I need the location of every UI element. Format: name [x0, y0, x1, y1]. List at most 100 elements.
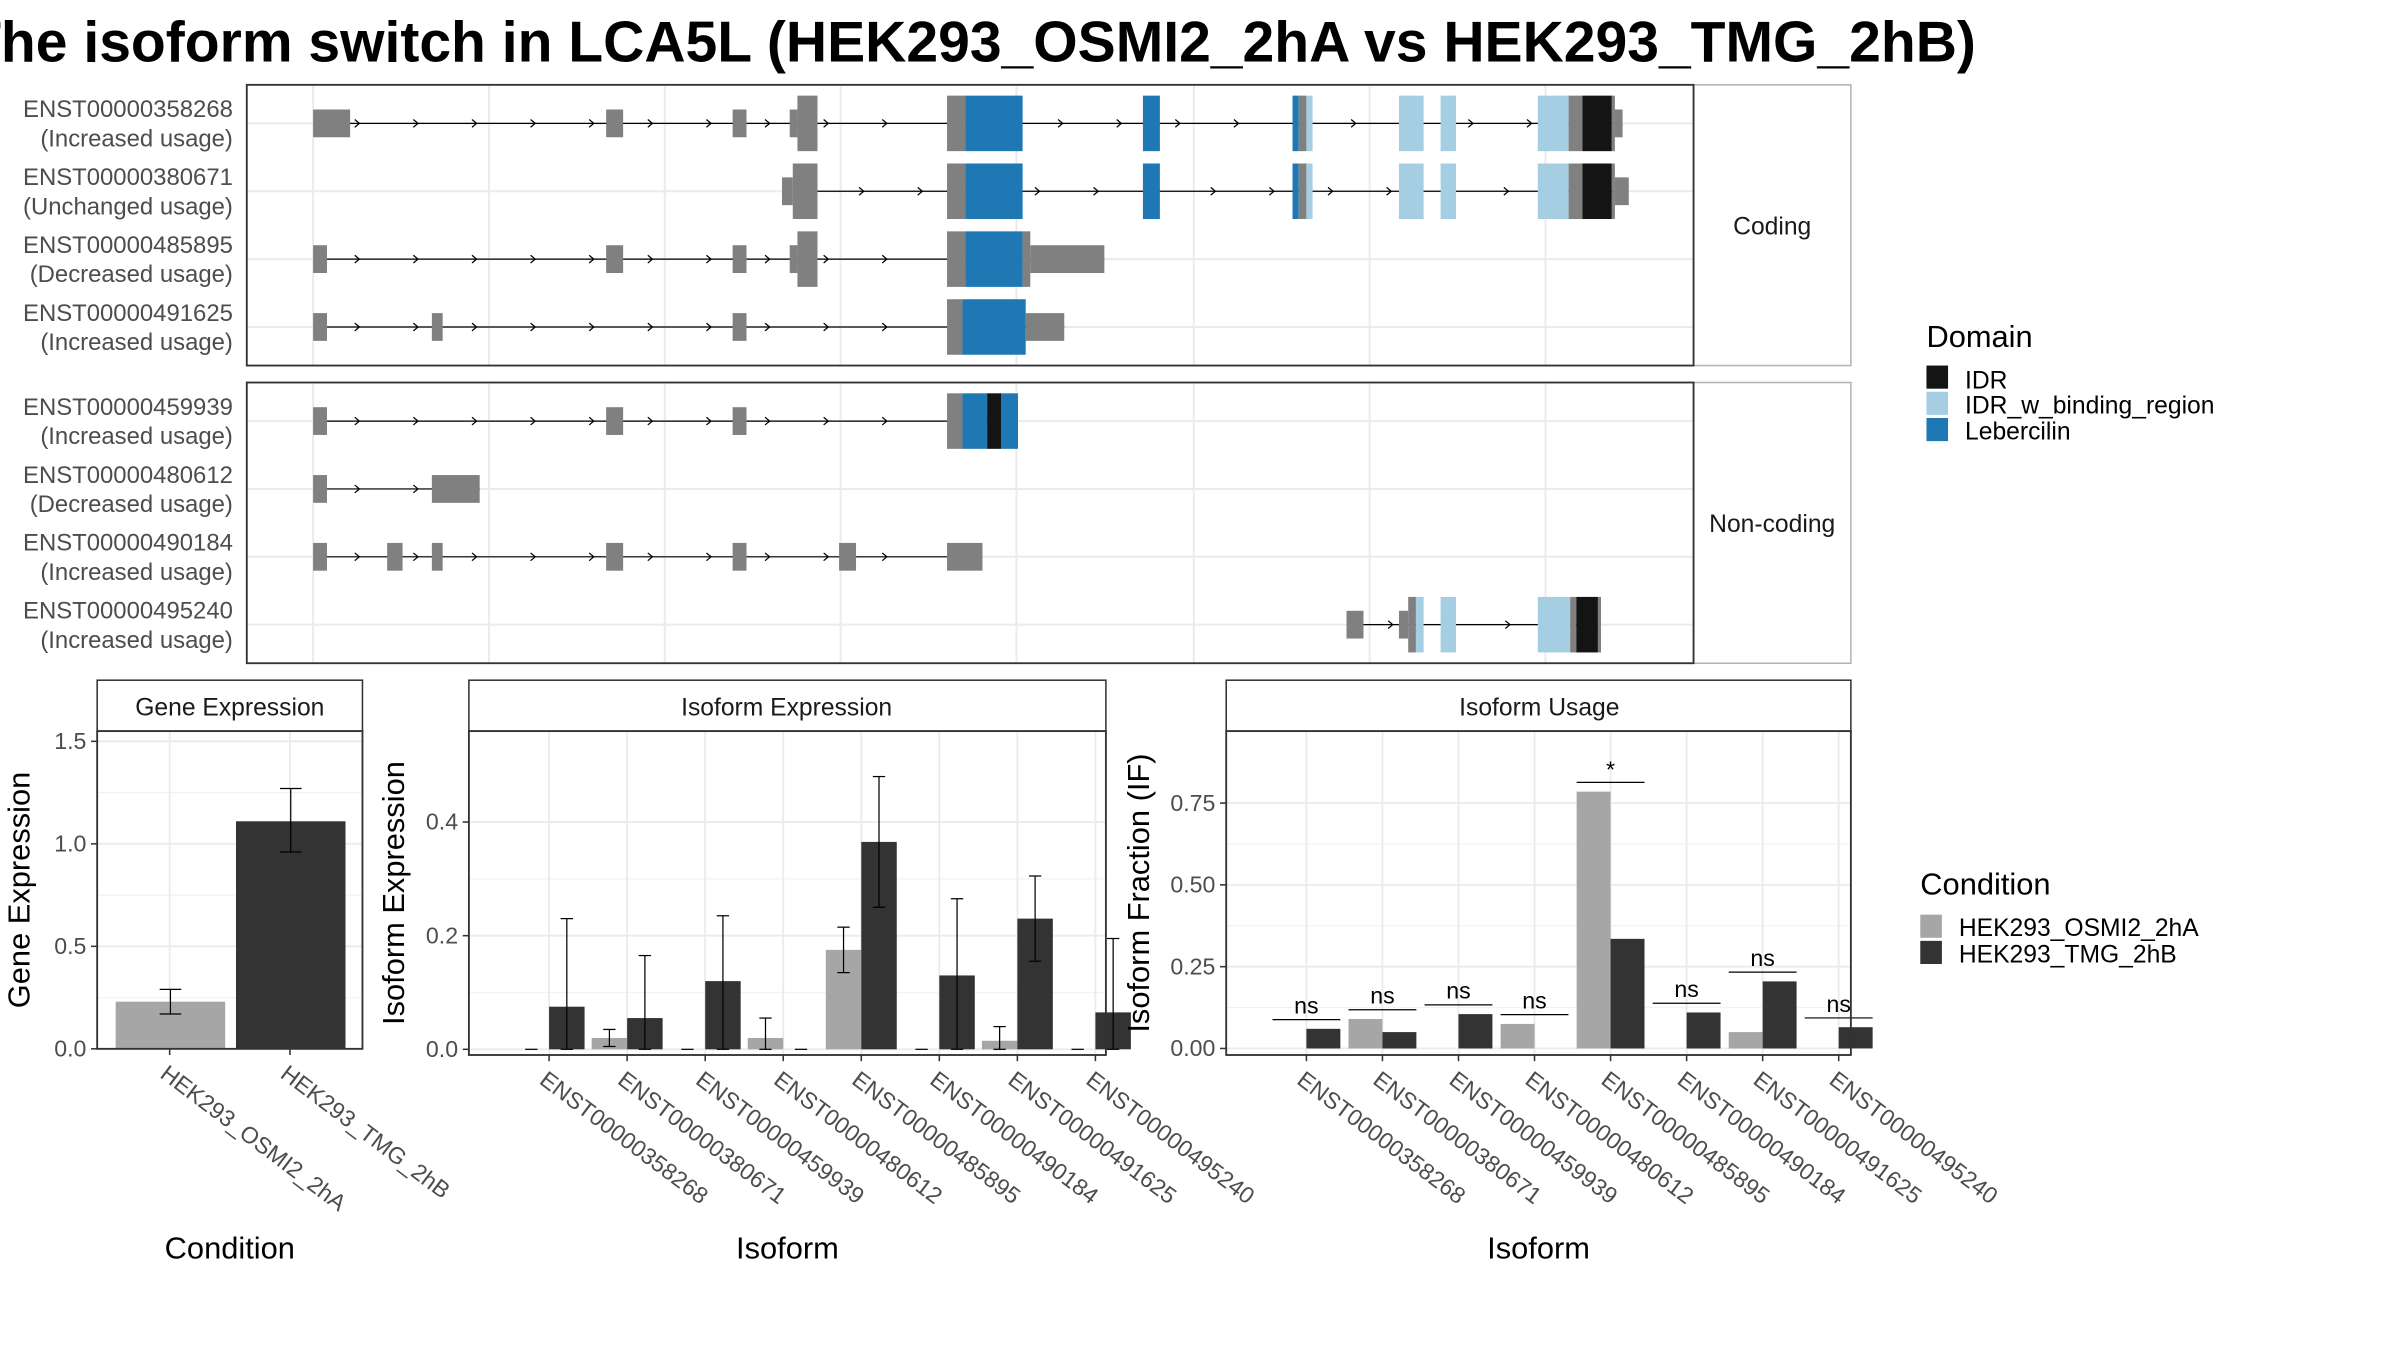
- domain-block-lebercilin: [965, 231, 1023, 287]
- legend-label-lebercilin: Lebercilin: [1965, 419, 2071, 446]
- intron-arrow: [471, 254, 478, 264]
- significance-label: *: [1606, 757, 1615, 783]
- exon-block: [1022, 231, 1031, 287]
- transcript-id-label: ENST00000490184: [23, 530, 233, 557]
- y-tick-label: 0.00: [1170, 1035, 1215, 1061]
- domain-block-idr: [1576, 596, 1598, 653]
- exon-block: [1570, 596, 1577, 653]
- domain-legend: Domain IDR IDR_w_binding_region Lebercil…: [1926, 319, 2214, 446]
- intron-arrow: [1350, 119, 1357, 128]
- intron-arrow: [823, 119, 830, 128]
- intron-arrow: [412, 552, 419, 562]
- strip-coding: [1692, 84, 1852, 367]
- y-tick-label: 0.4: [426, 809, 458, 835]
- x-axis-title: Isoform: [736, 1231, 839, 1266]
- exon-block: [1614, 177, 1629, 206]
- exon-block: [431, 542, 443, 571]
- transcript-usage-label: (Increased usage): [40, 329, 233, 356]
- y-axis-title: Gene Expression: [1, 772, 36, 1008]
- intron-arrow: [1174, 119, 1181, 128]
- y-tick-label: 0.75: [1170, 790, 1215, 816]
- exon-block: [797, 95, 818, 152]
- bar-ENST00000490184-1: [1686, 1012, 1721, 1049]
- exon-block: [947, 299, 963, 355]
- transcript-usage-label: (Unchanged usage): [23, 193, 233, 220]
- bar-ENST00000485895-0: [1576, 791, 1611, 1049]
- bar-ENST00000480612-0: [1500, 1023, 1535, 1049]
- y-tick-label: 0.0: [54, 1036, 86, 1062]
- intron-arrow: [823, 552, 830, 562]
- exon-block: [1298, 163, 1307, 220]
- legend-key-idr: [1926, 365, 1949, 389]
- exon-block: [606, 542, 624, 571]
- intron-arrow: [1233, 119, 1240, 128]
- intron-arrow: [471, 322, 478, 332]
- exon-block: [947, 542, 983, 571]
- significance-label: ns: [1446, 978, 1470, 1004]
- domain-block-lebercilin: [1142, 163, 1160, 220]
- exon-block: [732, 542, 747, 571]
- exon-block: [792, 163, 818, 220]
- exon-block: [313, 313, 327, 341]
- transcript-id-label: ENST00000459939: [23, 394, 233, 421]
- plot-border: [96, 730, 364, 1050]
- domain-block-idr_w_binding_region: [1440, 163, 1457, 220]
- transcript-id-label: ENST00000358268: [23, 96, 233, 123]
- plot-bg: [468, 731, 1106, 1056]
- exon-block: [1614, 109, 1623, 138]
- intron-arrow: [412, 484, 419, 494]
- significance-label: ns: [1370, 983, 1394, 1009]
- domain-block-idr_w_binding_region: [1306, 95, 1313, 152]
- bar-panel-0: Gene Expression0.00.51.01.5HEK293_OSMI2_…: [1, 679, 455, 1266]
- intron-arrow: [530, 416, 537, 426]
- domain-block-idr: [987, 393, 1002, 449]
- intron-arrow: [823, 416, 830, 426]
- exon-block: [947, 95, 966, 152]
- y-tick-label: 0.50: [1170, 872, 1215, 898]
- panel-strip: [1225, 679, 1852, 732]
- intron-arrow: [647, 322, 654, 332]
- transcript-id-label: ENST00000495240: [23, 598, 233, 625]
- domain-block-lebercilin: [1292, 95, 1299, 152]
- exon-block: [313, 542, 327, 571]
- intron-arrow: [823, 254, 830, 264]
- exon-block: [732, 407, 747, 435]
- intron-arrow: [706, 416, 713, 426]
- transcript-usage-label: (Decreased usage): [30, 491, 233, 518]
- condition-legend-title: Condition: [1920, 867, 2050, 902]
- y-tick-label: 0.25: [1170, 953, 1215, 979]
- exon-block: [1398, 610, 1409, 639]
- exon-block: [1611, 163, 1615, 220]
- intron-arrow: [412, 254, 419, 264]
- domain-block-idr_w_binding_region: [1398, 163, 1424, 220]
- exon-block: [789, 245, 798, 274]
- exon-block: [1611, 95, 1615, 152]
- condition-legend: Condition HEK293_OSMI2_2hA HEK293_TMG_2h…: [1920, 867, 2199, 969]
- exon-block: [732, 109, 747, 138]
- structure-panel-border: [245, 381, 1695, 665]
- bar-ENST00000485895-1: [1610, 938, 1645, 1049]
- intron-arrow: [1210, 186, 1217, 196]
- exon-block: [313, 245, 327, 274]
- y-axis-title: Isoform Fraction (IF): [1121, 753, 1156, 1032]
- exon-block: [431, 475, 480, 503]
- intron-arrow: [412, 416, 419, 426]
- intron-arrow: [1503, 186, 1510, 196]
- bar-HEK293_TMG_2hB: [235, 821, 346, 1049]
- significance-label: ns: [1294, 992, 1318, 1018]
- intron-arrow: [1116, 119, 1123, 128]
- intron-arrow: [858, 186, 865, 196]
- panel-title: Isoform Expression: [681, 695, 892, 722]
- intron-arrow: [764, 254, 771, 264]
- exon-block: [431, 313, 443, 341]
- x-axis-title: Condition: [165, 1231, 295, 1266]
- domain-block-lebercilin: [1001, 393, 1018, 449]
- exon-block: [1568, 163, 1583, 220]
- intron-arrow: [706, 254, 713, 264]
- transcript-usage-label: (Decreased usage): [30, 261, 233, 288]
- intron-arrow: [1093, 186, 1100, 196]
- y-tick-label: 1.0: [54, 831, 86, 857]
- intron-arrow: [588, 416, 595, 426]
- bar-panel-2: Isoform Usage 0.00 0.25 0.50 0.75 ns ns ns ns * ns…: [1121, 679, 2003, 1266]
- intron-arrow: [764, 552, 771, 562]
